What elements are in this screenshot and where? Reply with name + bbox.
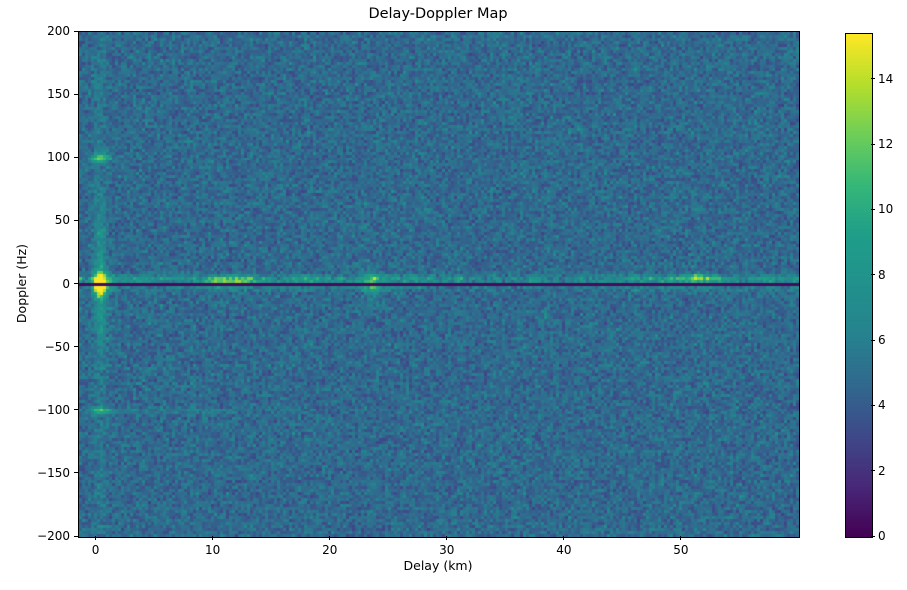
y-tick-mark xyxy=(74,346,78,348)
colorbar-canvas xyxy=(845,33,873,538)
x-tick-mark xyxy=(446,536,448,540)
y-tick-mark xyxy=(74,535,78,537)
colorbar-tick-mark xyxy=(871,470,875,472)
y-tick-mark xyxy=(74,219,78,221)
colorbar-tick-mark xyxy=(871,535,875,537)
x-tick-mark xyxy=(563,536,565,540)
y-tick-label: −150 xyxy=(37,465,70,480)
x-tick-label: 20 xyxy=(322,543,338,557)
y-tick-mark xyxy=(74,283,78,284)
colorbar-tick-label: 6 xyxy=(878,333,886,348)
x-tick-label: 0 xyxy=(91,543,100,557)
colorbar-tick-label: 12 xyxy=(878,137,894,152)
y-tick-label: 50 xyxy=(54,213,70,228)
y-tick-label: −200 xyxy=(37,529,70,543)
y-tick-label: 150 xyxy=(47,87,70,102)
y-axis-label: Doppler (Hz) xyxy=(13,243,29,324)
chart-title: Delay-Doppler Map xyxy=(368,6,508,22)
y-tick-mark xyxy=(74,93,78,95)
y-tick-mark xyxy=(74,472,78,474)
y-tick-label: −100 xyxy=(37,402,70,417)
colorbar-tick-label: 10 xyxy=(878,202,894,217)
x-tick-label: 30 xyxy=(439,543,455,557)
x-tick-mark xyxy=(95,536,97,540)
colorbar-tick-label: 8 xyxy=(878,267,886,282)
colorbar-tick-mark xyxy=(871,143,875,145)
colorbar-tick-mark xyxy=(871,404,875,406)
y-tick-label: 0 xyxy=(62,276,70,291)
colorbar-tick-mark xyxy=(871,339,875,341)
x-axis-label: Delay (km) xyxy=(403,558,473,573)
colorbar-tick-label: 4 xyxy=(878,398,886,413)
y-tick-label: 100 xyxy=(47,150,70,165)
x-tick-mark xyxy=(329,536,331,540)
x-tick-label: 40 xyxy=(556,543,572,557)
y-tick-mark xyxy=(74,30,78,32)
x-tick-mark xyxy=(680,536,682,540)
y-tick-label: 200 xyxy=(47,24,70,38)
y-tick-label: −50 xyxy=(44,339,70,354)
colorbar-tick-mark xyxy=(871,274,875,276)
colorbar-tick-label: 14 xyxy=(878,71,894,86)
colorbar-tick-mark xyxy=(871,78,875,80)
heatmap-canvas xyxy=(78,31,800,538)
x-tick-label: 50 xyxy=(673,543,689,557)
x-tick-mark xyxy=(212,536,214,540)
colorbar-tick-mark xyxy=(871,208,875,210)
colorbar-tick-label: 2 xyxy=(878,463,886,478)
colorbar-tick-label: 0 xyxy=(878,529,886,543)
x-tick-label: 10 xyxy=(204,543,221,557)
y-tick-mark xyxy=(74,156,78,158)
y-tick-mark xyxy=(74,409,78,411)
